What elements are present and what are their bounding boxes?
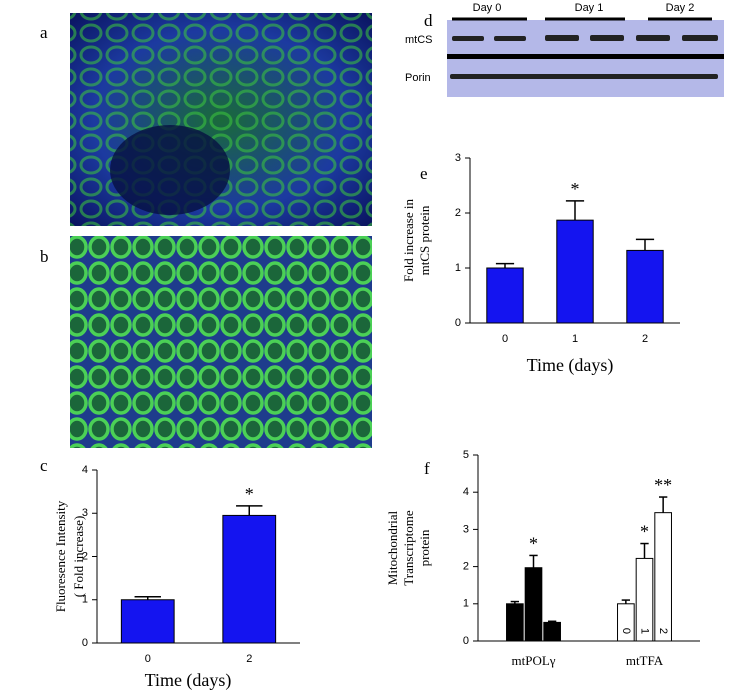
bar-label: 2 xyxy=(546,628,558,634)
bar-label: 0 xyxy=(509,628,521,634)
y-tick-label: 0 xyxy=(463,635,469,647)
significance: * xyxy=(529,534,538,554)
significance: * xyxy=(571,179,580,199)
panel-label: b xyxy=(40,247,49,266)
x-axis-label: Time (days) xyxy=(527,355,614,376)
bar xyxy=(120,599,175,644)
bar xyxy=(626,249,664,324)
y-axis-label: Fold increase in xyxy=(401,198,416,282)
blot-bands xyxy=(450,35,718,79)
y-tick-label: 2 xyxy=(455,207,461,219)
y-tick-label: 3 xyxy=(455,152,461,164)
bar xyxy=(654,512,672,642)
y-axis-label: Transcriptome xyxy=(401,510,416,586)
y-axis-label: protein xyxy=(417,529,432,566)
lane-label: Day 2 xyxy=(666,2,695,14)
bar xyxy=(556,219,594,324)
y-tick-label: 0 xyxy=(82,637,88,649)
panel-label: c xyxy=(40,456,48,475)
x-tick-label: 1 xyxy=(572,333,578,345)
significance: * xyxy=(640,522,649,542)
y-tick-label: 0 xyxy=(455,317,461,329)
bar xyxy=(617,603,635,642)
x-axis-label: Time (days) xyxy=(145,670,232,691)
significance: * xyxy=(245,484,254,504)
blot-divider xyxy=(447,54,724,59)
micrograph-b-texture xyxy=(70,236,372,448)
bar-label: 1 xyxy=(639,628,651,634)
panel-label: e xyxy=(420,164,428,183)
panel-label: f xyxy=(424,459,430,478)
x-tick-label: 2 xyxy=(246,653,252,665)
significance: ** xyxy=(654,475,672,495)
bar xyxy=(486,267,524,324)
micrograph-a-dark xyxy=(110,125,230,215)
y-axis-label: Fluoresence Intensity xyxy=(53,500,68,612)
x-tick-label: 0 xyxy=(502,333,508,345)
y-axis-label: mtCS protein xyxy=(417,205,432,275)
y-axis-label: Mitochondrial xyxy=(385,510,400,585)
y-tick-label: 3 xyxy=(82,507,88,519)
x-tick-label: 2 xyxy=(642,333,648,345)
bar xyxy=(222,514,277,644)
y-tick-label: 2 xyxy=(82,550,88,562)
y-tick-label: 1 xyxy=(463,598,469,610)
lane-label: Day 1 xyxy=(575,2,604,14)
panel-label: d xyxy=(424,11,433,30)
bar-label: 2 xyxy=(657,628,669,634)
y-tick-label: 3 xyxy=(463,523,469,535)
y-tick-label: 4 xyxy=(463,486,469,498)
bar-label: 0 xyxy=(620,628,632,634)
band-label: mtCS xyxy=(405,34,433,46)
y-tick-label: 4 xyxy=(82,464,88,476)
lane-label: Day 0 xyxy=(473,2,502,14)
band-label: Porin xyxy=(405,72,431,84)
micrograph-a-texture xyxy=(70,13,372,226)
x-tick-label: mtPOLγ xyxy=(511,653,555,668)
y-tick-label: 5 xyxy=(463,449,469,461)
y-axis-label: ( Fold increase) xyxy=(71,516,86,598)
y-tick-label: 1 xyxy=(455,262,461,274)
bar-label: 1 xyxy=(528,628,540,634)
x-tick-label: 0 xyxy=(145,653,151,665)
panel-label: a xyxy=(40,23,48,42)
y-tick-label: 2 xyxy=(463,561,469,573)
bar xyxy=(506,603,524,642)
x-tick-label: mtTFA xyxy=(626,653,664,668)
y-tick-label: 1 xyxy=(82,594,88,606)
